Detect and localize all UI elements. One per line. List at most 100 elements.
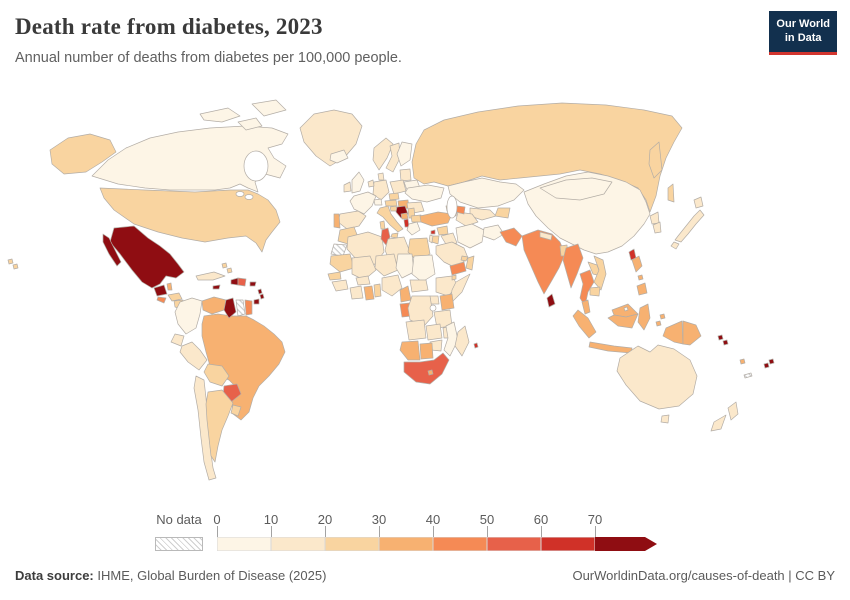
country-russia-sakhalin[interactable] — [667, 183, 675, 203]
legend-bin-0-10[interactable] — [217, 537, 271, 551]
country-jamaica[interactable] — [212, 284, 221, 290]
country-senegal[interactable] — [327, 271, 342, 281]
country-burkina-faso[interactable] — [355, 275, 371, 286]
country-usa-alaska[interactable] — [49, 133, 117, 175]
country-kyrgyzstan[interactable] — [494, 207, 511, 219]
country-cuba[interactable] — [195, 271, 226, 281]
country-japan-honshu[interactable] — [674, 209, 705, 243]
country-sri-lanka[interactable] — [546, 293, 556, 308]
country-mexico-baja[interactable] — [102, 233, 122, 267]
country-philippines-mindanao[interactable] — [636, 282, 648, 296]
country-canada-island[interactable] — [251, 99, 287, 117]
country-italy-sardinia[interactable] — [379, 220, 386, 230]
country-western-sahara[interactable] — [330, 243, 348, 257]
country-peru[interactable] — [179, 341, 208, 371]
country-uae[interactable] — [460, 255, 469, 262]
legend-bin-10-20[interactable] — [271, 537, 325, 551]
country-south-africa[interactable] — [403, 352, 450, 385]
country-finland[interactable] — [396, 141, 413, 167]
country-jordan[interactable] — [431, 235, 440, 245]
country-indonesia-west-papua[interactable] — [662, 320, 684, 345]
country-ghana[interactable] — [363, 285, 375, 301]
country-bahamas[interactable] — [221, 262, 228, 269]
country-cyprus[interactable] — [430, 229, 436, 235]
country-venezuela[interactable] — [201, 296, 227, 315]
country-turkey[interactable] — [419, 211, 453, 227]
country-russia-kamchatka[interactable] — [648, 141, 663, 179]
country-fiji[interactable] — [768, 358, 775, 365]
legend-bin-30-40[interactable] — [379, 537, 433, 551]
country-kazakhstan[interactable] — [447, 177, 525, 209]
country-indonesia-moluccas[interactable] — [659, 313, 666, 320]
country-suriname[interactable] — [235, 299, 246, 317]
legend-bin-50-60[interactable] — [487, 537, 541, 551]
country-haiti[interactable] — [230, 277, 239, 286]
country-baltic-states[interactable] — [399, 168, 412, 182]
country-philippines-luzon[interactable] — [631, 255, 643, 273]
country-lesser-antilles[interactable] — [257, 288, 263, 295]
country-yemen[interactable] — [449, 261, 467, 276]
country-uk[interactable] — [351, 171, 365, 194]
country-new-zealand-north[interactable] — [727, 401, 739, 421]
country-belize[interactable] — [166, 282, 173, 291]
country-solomon-islands[interactable] — [717, 334, 724, 341]
country-guinea[interactable] — [331, 279, 349, 292]
country-nigeria[interactable] — [381, 274, 403, 297]
country-pakistan[interactable] — [499, 227, 523, 247]
country-madagascar[interactable] — [454, 325, 470, 357]
country-trinidad[interactable] — [253, 298, 260, 305]
country-dominican-republic[interactable] — [237, 277, 247, 287]
country-benin-togo[interactable] — [373, 283, 382, 298]
country-afghanistan[interactable] — [482, 224, 505, 241]
country-greece[interactable] — [406, 221, 421, 236]
country-vanuatu[interactable] — [739, 358, 746, 365]
country-australia[interactable] — [616, 344, 698, 410]
country-vietnam[interactable] — [593, 255, 607, 291]
country-colombia[interactable] — [174, 297, 203, 335]
country-iran[interactable] — [455, 223, 485, 249]
country-guyana[interactable] — [223, 297, 237, 319]
country-thailand[interactable] — [579, 269, 595, 307]
country-honduras[interactable] — [167, 292, 183, 302]
country-mongolia[interactable] — [539, 177, 613, 201]
country-namibia[interactable] — [399, 340, 421, 361]
country-norway[interactable] — [372, 137, 394, 171]
legend-bin-70+[interactable] — [595, 537, 657, 551]
country-spain[interactable] — [337, 210, 367, 230]
country-ecuador[interactable] — [170, 333, 185, 347]
country-djibouti[interactable] — [451, 274, 457, 281]
country-south-korea[interactable] — [652, 221, 662, 234]
country-new-zealand-south[interactable] — [710, 414, 727, 432]
country-greenland[interactable] — [299, 109, 363, 167]
country-indonesia-java[interactable] — [588, 341, 633, 354]
country-bahamas[interactable] — [226, 267, 233, 274]
country-usa[interactable] — [99, 187, 281, 253]
country-portugal[interactable] — [333, 213, 341, 229]
country-oman[interactable] — [465, 255, 475, 271]
country-bolivia[interactable] — [203, 363, 230, 387]
country-chad[interactable] — [395, 253, 415, 279]
owid-logo[interactable]: Our World in Data — [769, 11, 837, 55]
country-myanmar[interactable] — [562, 243, 584, 289]
country-mexico[interactable] — [109, 225, 185, 289]
country-czechia[interactable] — [388, 192, 400, 201]
no-data-swatch[interactable] — [155, 537, 203, 551]
country-indonesia-sumatra[interactable] — [572, 309, 597, 339]
legend-bin-60-70[interactable] — [541, 537, 595, 551]
country-brunei[interactable] — [623, 306, 629, 312]
footer-link[interactable]: OurWorldinData.org/causes-of-death | CC … — [572, 568, 835, 583]
country-papua-new-guinea[interactable] — [682, 320, 702, 346]
country-mauritania[interactable] — [329, 253, 355, 273]
country-poland[interactable] — [389, 179, 407, 195]
country-car[interactable] — [409, 279, 429, 293]
country-japan-kyushu[interactable] — [670, 241, 680, 250]
country-mauritius[interactable] — [473, 342, 479, 349]
country-bosnia[interactable] — [400, 212, 409, 220]
legend-bin-20-30[interactable] — [325, 537, 379, 551]
country-lesser-antilles[interactable] — [259, 293, 265, 300]
country-australia-tasmania[interactable] — [660, 414, 670, 424]
country-usa-hawaii[interactable] — [7, 258, 14, 265]
country-cambodia[interactable] — [589, 286, 601, 297]
country-argentina[interactable] — [205, 389, 234, 463]
country-malaysia-peninsula[interactable] — [581, 299, 591, 315]
